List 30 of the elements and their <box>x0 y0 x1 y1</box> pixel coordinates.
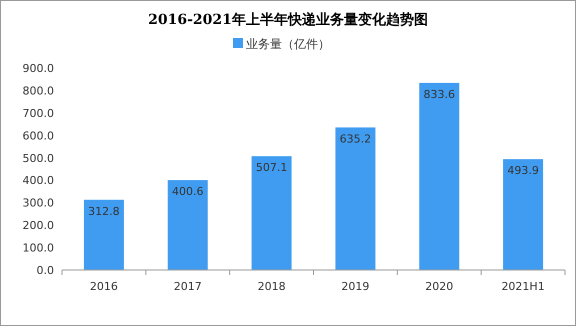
y-tick-label: 900.0 <box>22 62 54 75</box>
bar <box>168 180 208 270</box>
y-tick-label: 800.0 <box>22 84 54 98</box>
y-tick-label: 600.0 <box>22 129 54 142</box>
data-label: 635.2 <box>340 132 372 146</box>
bar <box>419 82 460 270</box>
data-label: 400.6 <box>172 185 204 198</box>
y-tick-label: 100.0 <box>22 242 54 255</box>
x-tick-label: 2020 <box>425 280 454 293</box>
x-tick-label: 2017 <box>174 280 202 293</box>
legend-label: 业务量（亿件） <box>246 37 330 51</box>
bar <box>503 159 544 270</box>
data-label: 833.6 <box>424 88 455 101</box>
data-label: 493.9 <box>507 164 539 178</box>
x-tick-label: 2016 <box>90 280 118 293</box>
data-label: 507.1 <box>256 161 288 174</box>
x-tick-label: 2018 <box>258 280 286 293</box>
y-tick-label: 500.0 <box>22 152 54 165</box>
y-tick-label: 200.0 <box>22 219 54 232</box>
y-tick-label: 0.0 <box>36 264 54 277</box>
bar <box>84 200 124 270</box>
chart-title: 2016-2021年上半年快递业务量变化趋势图 <box>148 11 428 28</box>
y-tick-label: 300.0 <box>22 196 54 210</box>
x-tick-label: 2019 <box>341 280 370 293</box>
data-label: 312.8 <box>88 204 120 218</box>
x-tick-label: 2021H1 <box>501 280 545 293</box>
bar <box>252 156 292 270</box>
y-tick-label: 400.0 <box>22 174 54 188</box>
bar <box>335 127 376 270</box>
y-tick-label: 700.0 <box>22 106 54 120</box>
